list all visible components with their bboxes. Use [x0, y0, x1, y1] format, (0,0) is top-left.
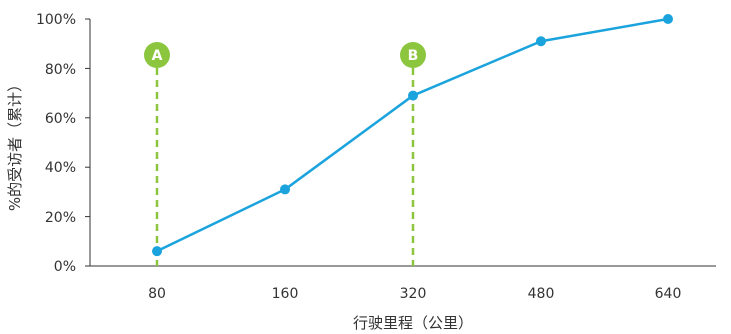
data-point: [536, 36, 546, 47]
data-point: [663, 14, 673, 24]
x-tick-label: 640: [655, 286, 682, 302]
marker-badge-b: [400, 42, 426, 68]
y-tick-label: 40%: [45, 160, 76, 176]
data-series: [152, 14, 673, 257]
x-axis-ticks: 80 160 320 480 640: [148, 286, 681, 302]
y-tick-label: 100%: [36, 12, 76, 28]
data-point: [408, 90, 418, 101]
x-tick-label: 160: [272, 286, 299, 302]
x-axis-title: 行驶里程（公里）: [353, 314, 473, 332]
data-point: [280, 184, 290, 195]
y-tick-label: 0%: [54, 259, 76, 275]
marker-label-a: A: [152, 48, 163, 64]
y-tick-label: 20%: [45, 210, 76, 226]
marker-badge-a: [144, 42, 170, 68]
data-point: [152, 246, 162, 257]
y-tick-label: 80%: [45, 62, 76, 78]
x-tick-label: 480: [528, 286, 555, 302]
y-axis-ticks: 0% 20% 40% 60% 80% 100%: [36, 12, 76, 275]
x-tick-label: 80: [148, 286, 166, 302]
y-axis-title: %的受访者（累计）: [6, 77, 24, 211]
x-tick-label: 320: [400, 286, 427, 302]
axes: [85, 18, 716, 267]
y-tick-label: 60%: [45, 111, 76, 127]
marker-label-b: B: [408, 48, 419, 64]
